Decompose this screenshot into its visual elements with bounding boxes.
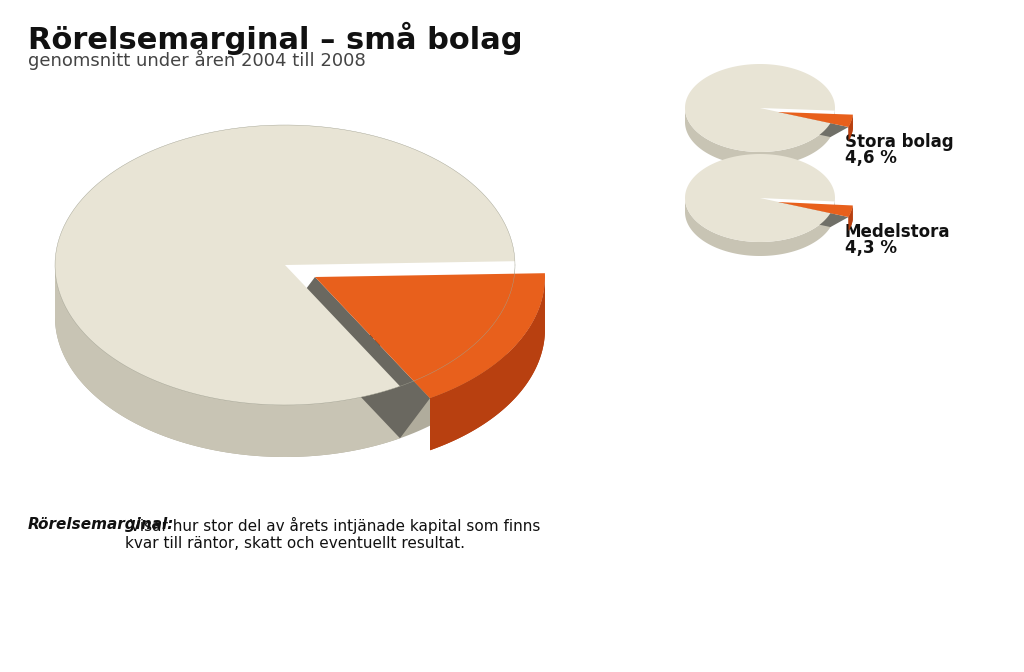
- Polygon shape: [55, 265, 515, 457]
- Polygon shape: [685, 64, 835, 152]
- Text: Medelstora: Medelstora: [845, 223, 950, 241]
- Polygon shape: [685, 154, 835, 242]
- Text: Rörelsemarginal:: Rörelsemarginal:: [28, 517, 174, 532]
- Text: Stora bolag: Stora bolag: [845, 133, 953, 151]
- Polygon shape: [760, 112, 849, 137]
- Polygon shape: [55, 125, 515, 405]
- Polygon shape: [685, 108, 835, 166]
- Text: genomsnitt under åren 2004 till 2008: genomsnitt under åren 2004 till 2008: [28, 50, 366, 70]
- Text: Omsättning: Omsättning: [115, 220, 246, 240]
- Polygon shape: [760, 202, 849, 227]
- Text: Rörelsemarginal – små bolag: Rörelsemarginal – små bolag: [28, 22, 522, 55]
- Polygon shape: [685, 198, 835, 256]
- Text: Visar hur stor del av årets intjänade kapital som finns
kvar till räntor, skatt : Visar hur stor del av årets intjänade ka…: [125, 517, 541, 552]
- Polygon shape: [778, 202, 853, 217]
- Polygon shape: [778, 112, 853, 127]
- Text: 17,1 %: 17,1 %: [366, 333, 482, 362]
- Text: 4,3 %: 4,3 %: [845, 239, 897, 257]
- Polygon shape: [849, 115, 853, 141]
- Text: 4,6 %: 4,6 %: [845, 149, 897, 167]
- Polygon shape: [315, 274, 545, 398]
- Polygon shape: [55, 265, 400, 457]
- Polygon shape: [430, 277, 545, 450]
- Polygon shape: [285, 277, 430, 438]
- Polygon shape: [430, 277, 545, 450]
- Polygon shape: [849, 115, 853, 141]
- Polygon shape: [849, 206, 853, 231]
- Polygon shape: [849, 206, 853, 231]
